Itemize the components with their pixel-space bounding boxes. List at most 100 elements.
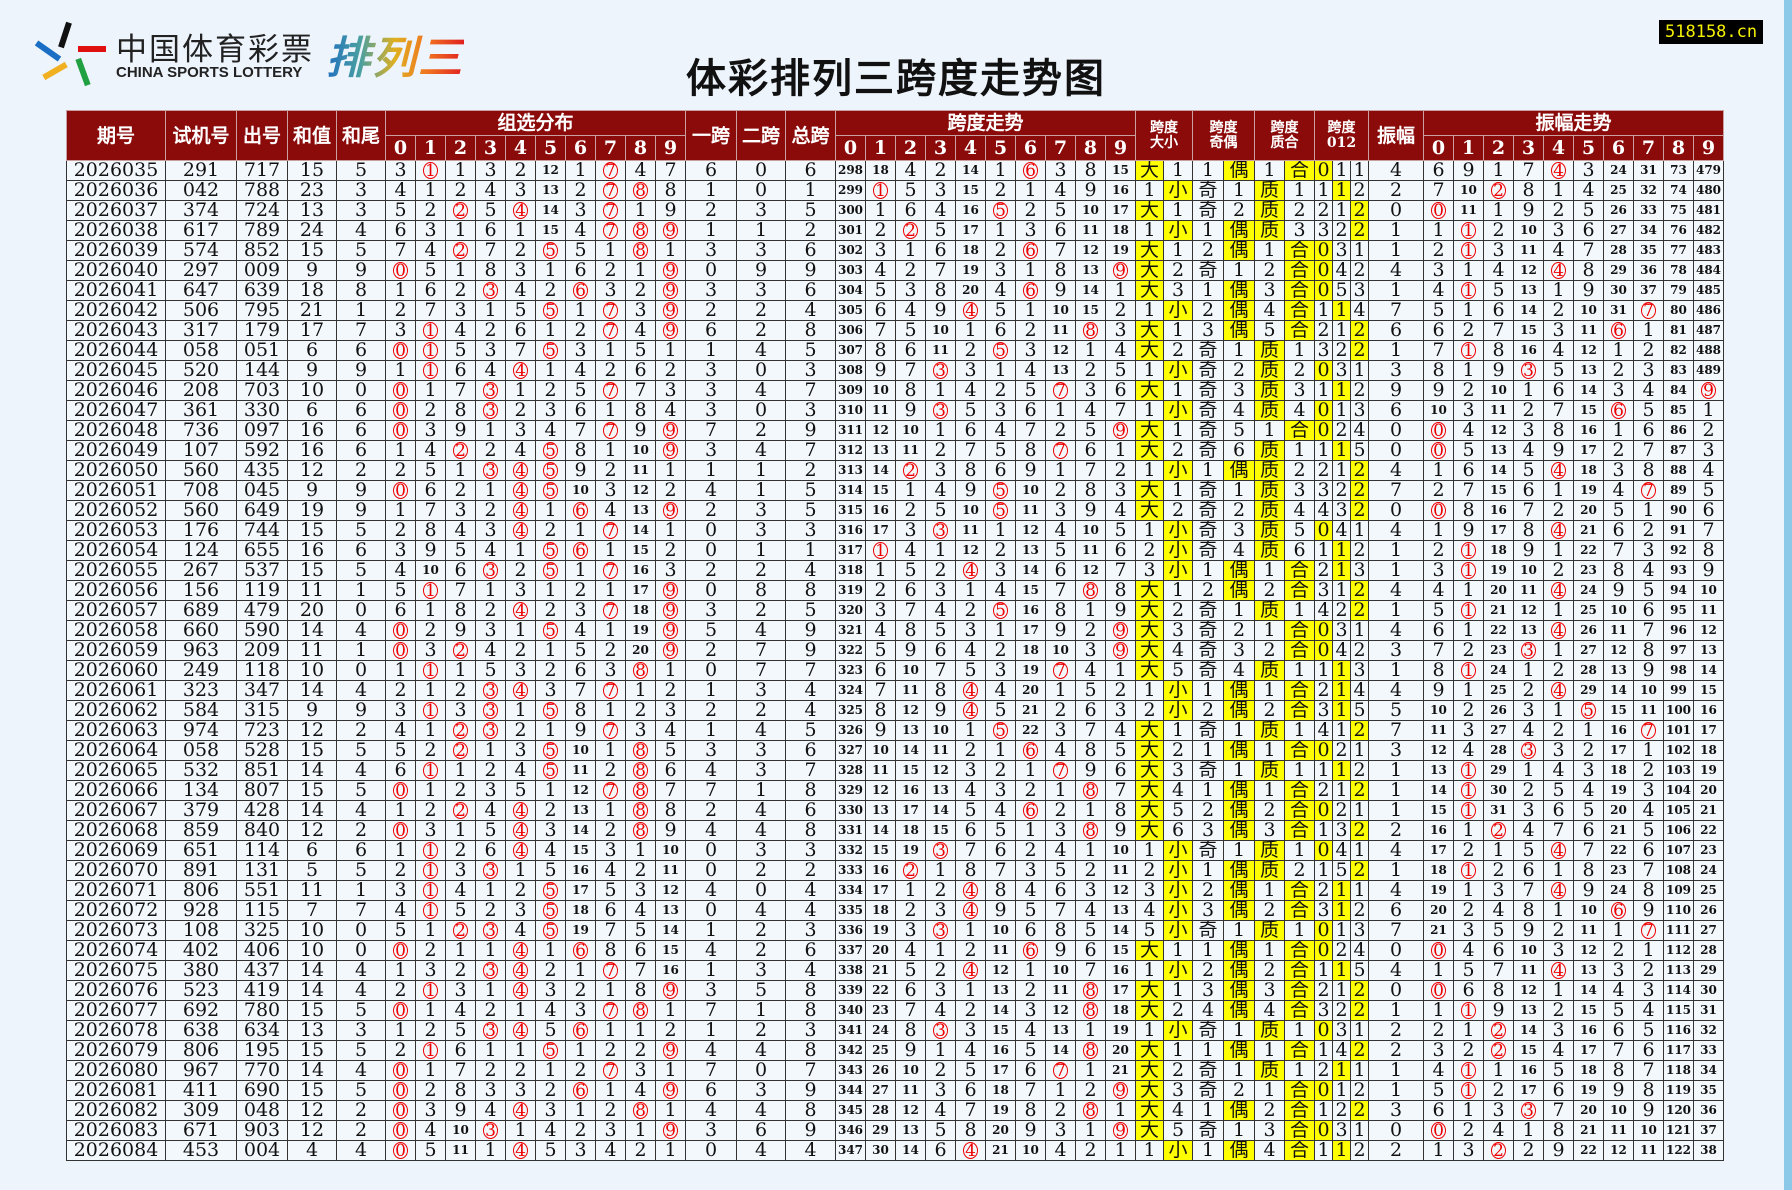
prime-hit: 质	[1254, 180, 1285, 201]
zuxuan-omission: 1	[595, 540, 626, 561]
amp-trend-hit: 1	[1453, 780, 1484, 801]
amp-trend-omission: 108	[1663, 860, 1694, 881]
span-trend-omission: 7	[925, 260, 956, 281]
amp-trend-omission: 3	[1513, 700, 1544, 721]
hit-marker: 0	[393, 422, 408, 440]
mod3-hit: 2	[1350, 460, 1369, 481]
span-trend-omission: 1	[1045, 780, 1076, 801]
amp-trend-omission: 3	[1633, 780, 1664, 801]
zuxuan-omission: 13	[535, 180, 566, 201]
hit-marker: 5	[993, 342, 1008, 360]
span-trend-omission: 2	[925, 1060, 956, 1081]
span1-cell: 3	[685, 360, 737, 381]
span-trend-omission: 12	[955, 540, 986, 561]
amp-cell: 1	[1368, 1000, 1424, 1021]
zuxuan-omission: 5	[535, 860, 566, 881]
span-trend-omission: 5	[925, 1120, 956, 1141]
zuxuan-hit: 7	[595, 600, 626, 621]
span-trend-omission: 3	[925, 460, 956, 481]
amp-trend-omission: 24	[1693, 860, 1724, 881]
hit-marker: 8	[633, 182, 648, 200]
amp-trend-omission: 30	[1603, 280, 1634, 301]
zuxuan-omission: 1	[385, 960, 416, 981]
zuxuan-hit: 5	[535, 920, 566, 941]
amp-trend-omission: 6	[1483, 940, 1514, 961]
parity-hit: 偶	[1223, 740, 1255, 761]
zuxuan-hit: 0	[385, 1100, 416, 1121]
span-trend-digit-header: 3	[925, 135, 956, 161]
span-trend-omission: 9	[925, 300, 956, 321]
span-trend-omission: 9	[895, 640, 926, 661]
span-trend-omission: 346	[835, 1120, 866, 1141]
span-trend-omission: 15	[1015, 580, 1046, 601]
amp-trend-hit: 1	[1453, 760, 1484, 781]
amp-trend-omission: 2	[1633, 520, 1664, 541]
span-trend-omission: 345	[835, 1100, 866, 1121]
parity-hit: 奇	[1192, 360, 1224, 381]
parity-hit: 偶	[1223, 940, 1255, 961]
amp-trend-omission: 97	[1663, 640, 1694, 661]
amp-trend-omission: 9	[1633, 1100, 1664, 1121]
span-trend-omission: 2	[1045, 420, 1076, 441]
span2-cell: 8	[736, 580, 786, 601]
zuxuan-omission: 2	[535, 800, 566, 821]
zuxuan-omission: 3	[475, 780, 506, 801]
sum-cell: 19	[287, 500, 337, 521]
hit-marker: 4	[1551, 162, 1566, 180]
span-trend-omission: 10	[1015, 1140, 1046, 1161]
parity-hit: 偶	[1223, 1040, 1255, 1061]
mod3-omission: 2	[1350, 1080, 1369, 1101]
sum-cell: 23	[287, 180, 337, 201]
mod3-hit: 0	[1314, 1080, 1333, 1101]
amp-trend-omission: 15	[1513, 320, 1544, 341]
amp-trend-omission: 6	[1573, 220, 1604, 241]
issue-cell: 2026046	[66, 380, 166, 401]
size-omission: 2	[1163, 340, 1193, 361]
tail-cell: 2	[336, 820, 386, 841]
issue-cell: 2026048	[66, 420, 166, 441]
size-hit: 小	[1163, 560, 1193, 581]
test-cell: 107	[165, 440, 237, 461]
span-trend-hit: 9	[1105, 1080, 1136, 1101]
zuxuan-omission: 1	[535, 360, 566, 381]
span-trend-omission: 10	[985, 920, 1016, 941]
zuxuan-omission: 1	[565, 160, 596, 181]
hit-marker: 4	[963, 682, 978, 700]
draw-cell: 119	[236, 580, 288, 601]
hit-marker: 4	[513, 962, 528, 980]
amp-trend-omission: 1	[1483, 840, 1514, 861]
amp-trend-omission: 22	[1573, 1140, 1604, 1161]
amp-trend-hit: 4	[1543, 160, 1574, 181]
span-trend-omission: 335	[835, 900, 866, 921]
hit-marker: 0	[1431, 202, 1446, 220]
table-row: 2026057 689 479 20 0 6 1 8 2 4 2 3 7 18 9 3 2 5 320 3 7 4 2 5 16…	[66, 600, 1724, 621]
amp-cell: 0	[1368, 940, 1424, 961]
span-trend-omission: 4	[985, 420, 1016, 441]
zuxuan-omission: 6	[385, 760, 416, 781]
mod3-omission: 2	[1332, 420, 1351, 441]
hit-marker: 4	[1551, 262, 1566, 280]
table-row: 2026035 291 717 15 5 3 1 1 3 2 12 1 7 4 7 6 0 6 298 18 4 2 14 1…	[66, 160, 1724, 181]
sum-cell: 15	[287, 740, 337, 761]
amp-trend-digit-header: 9	[1693, 135, 1724, 161]
span-trend-omission: 343	[835, 1060, 866, 1081]
span-trend-omission: 3	[955, 760, 986, 781]
span-trend-omission: 30	[865, 1140, 896, 1161]
test-cell: 523	[165, 980, 237, 1001]
span-trend-hit: 6	[1015, 800, 1046, 821]
span1-cell: 2	[685, 560, 737, 581]
zuxuan-omission: 13	[625, 500, 656, 521]
zuxuan-omission: 4	[445, 320, 476, 341]
span-cell: 8	[785, 1040, 836, 1061]
zuxuan-omission: 4	[445, 1000, 476, 1021]
sum-cell: 16	[287, 540, 337, 561]
span-trend-hit: 5	[985, 500, 1016, 521]
hit-marker: 7	[603, 1002, 618, 1020]
zuxuan-omission: 2	[475, 900, 506, 921]
parity-omission: 1	[1192, 680, 1224, 701]
hit-marker: 2	[1491, 1042, 1506, 1060]
issue-cell: 2026067	[66, 800, 166, 821]
span-trend-omission: 347	[835, 1140, 866, 1161]
amp-trend-omission: 96	[1663, 620, 1694, 641]
amp-trend-omission: 1	[1423, 1140, 1454, 1161]
